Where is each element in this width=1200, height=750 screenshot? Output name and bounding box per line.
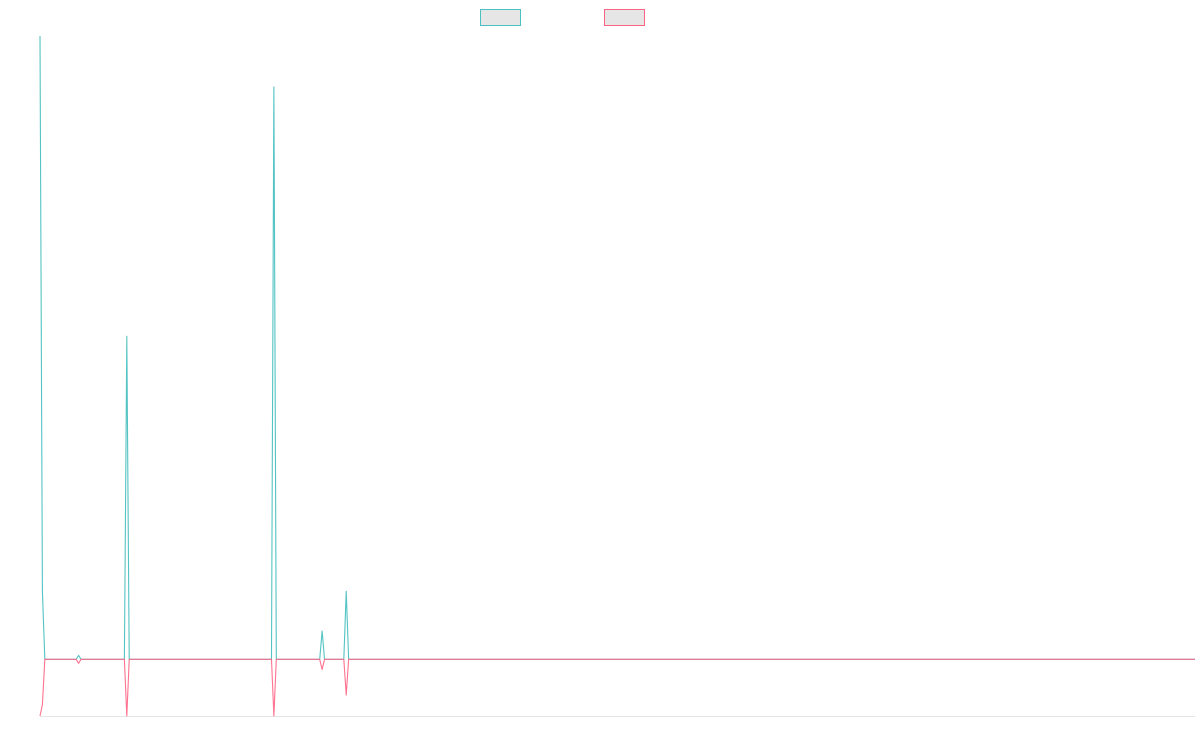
- series-line-1: [39, 35, 1195, 660]
- legend: [480, 9, 645, 26]
- legend-swatch-2[interactable]: [604, 9, 645, 26]
- plot-area: [39, 35, 1195, 717]
- series-line-2: [39, 658, 1195, 717]
- legend-swatch-1[interactable]: [480, 9, 521, 26]
